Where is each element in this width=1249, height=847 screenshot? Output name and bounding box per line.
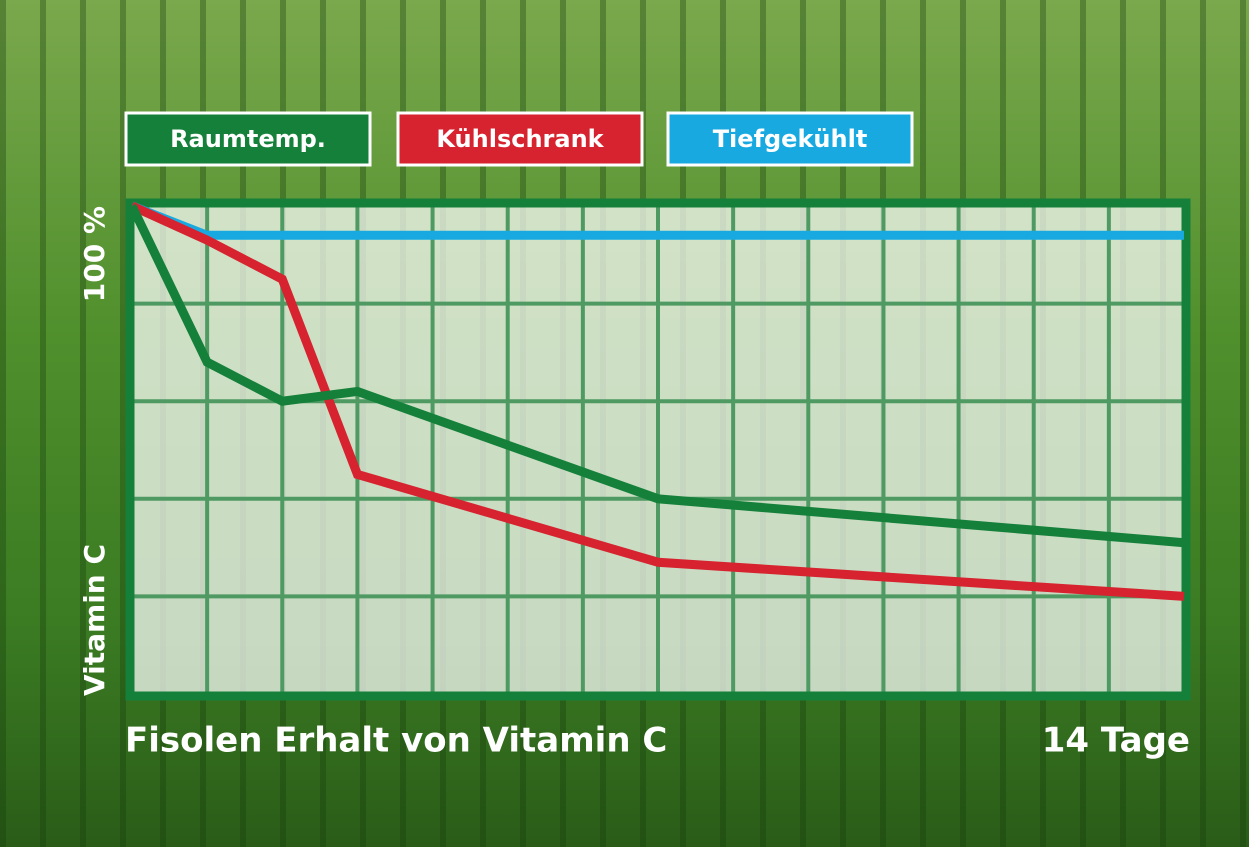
legend-label: Tiefgekühlt bbox=[713, 125, 868, 153]
page: Fisolen Erhalt von Vitamin C Vitamin C 1… bbox=[0, 0, 1249, 847]
chart-title: Fisolen Erhalt von Vitamin C bbox=[125, 721, 667, 761]
legend-label: Raumtemp. bbox=[170, 125, 326, 153]
legend-label: Kühlschrank bbox=[436, 125, 604, 153]
legend-item: Tiefgekühlt bbox=[668, 113, 912, 165]
y-tick-label: 100 % bbox=[78, 206, 111, 302]
legend-item: Kühlschrank bbox=[398, 113, 642, 165]
legend-item: Raumtemp. bbox=[126, 113, 370, 165]
y-axis-label: Vitamin C bbox=[78, 544, 111, 696]
x-tick-label: 14 Tage bbox=[1042, 721, 1190, 761]
chart: Fisolen Erhalt von Vitamin C Vitamin C 1… bbox=[0, 0, 1249, 847]
